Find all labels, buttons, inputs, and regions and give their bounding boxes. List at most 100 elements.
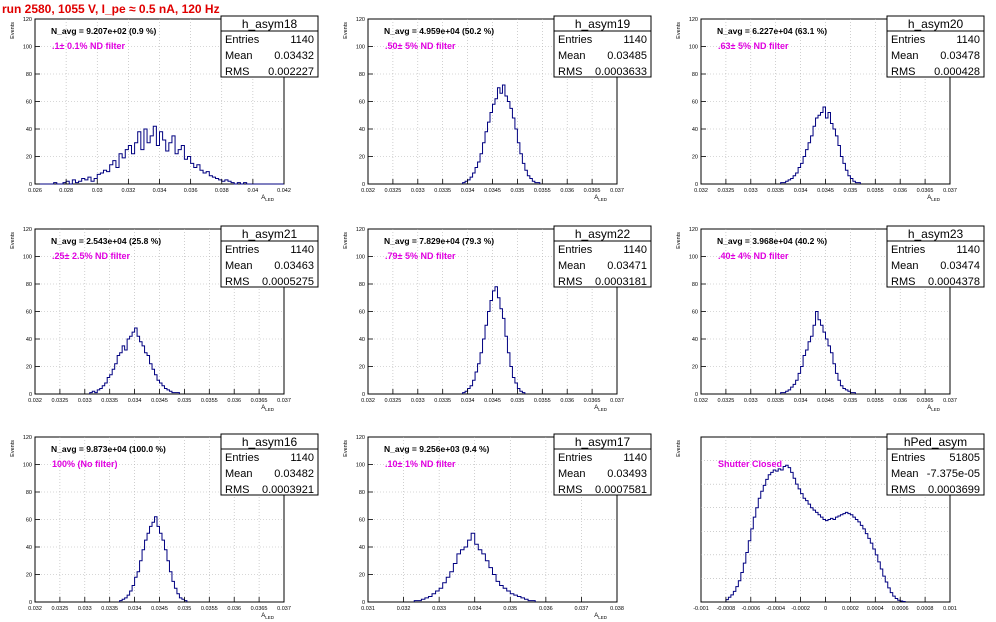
stats-value: -7.375e-05 (927, 468, 980, 480)
y-tick-label: 80 (26, 282, 32, 288)
x-tick-label: 0.037 (943, 398, 957, 404)
x-tick-label: 0.0365 (917, 188, 934, 194)
filter-annotation: .50± 5% ND filter (385, 41, 456, 51)
x-tick-label: 0.032 (397, 606, 411, 612)
x-tick-label: 0.036 (893, 188, 907, 194)
stats-box (220, 225, 319, 288)
stats-key: Entries (891, 244, 926, 256)
y-tick-label: 20 (359, 155, 365, 161)
stats-key: Entries (225, 34, 260, 46)
x-axis-label: ALED (594, 405, 608, 412)
stats-value: 0.03471 (607, 260, 647, 272)
x-tick-label: 0.035 (178, 606, 192, 612)
stats-box (553, 433, 652, 496)
x-tick-label: 0.037 (943, 188, 957, 194)
histogram-panel-h_asym22: 0.032 0.0325 0.033 0.0335 0.034 0.0345 0.035 0.… (343, 225, 652, 412)
x-tick-label: 0.033 (411, 398, 425, 404)
y-tick-label: 80 (26, 72, 32, 78)
x-tick-label: 0.0325 (384, 188, 401, 194)
x-tick-label: 0.035 (511, 398, 525, 404)
histogram-title: h_asym22 (575, 227, 631, 241)
y-tick-label: 0 (695, 392, 698, 398)
run-title: run 2580, 1055 V, I_pe ≈ 0.5 nA, 120 Hz (2, 2, 220, 16)
histogram-panel-hPed_asym: -0.001 -0.0008 -0.0006 -0.0004 -0.0002 0 0.000… (676, 433, 985, 612)
stats-value: 51805 (949, 452, 980, 464)
x-tick-label: 0.033 (744, 188, 758, 194)
x-tick-label: 0.0355 (201, 398, 218, 404)
x-tick-label: 0.0355 (201, 606, 218, 612)
x-tick-label: 0.031 (361, 606, 375, 612)
x-axis-label-main: A (261, 613, 265, 619)
filter-annotation: .10± 1% ND filter (385, 459, 456, 469)
x-tick-label: 0.0355 (534, 188, 551, 194)
stats-value: 1140 (623, 244, 647, 256)
histogram-title: h_asym20 (908, 17, 964, 31)
stats-key: Mean (891, 50, 919, 62)
x-tick-label: 0.0325 (51, 606, 68, 612)
stats-box (220, 433, 319, 496)
x-axis-label: ALED (594, 613, 608, 620)
x-axis-label-sub: LED (598, 197, 608, 202)
x-tick-label: 0.0365 (251, 606, 268, 612)
y-tick-label: 80 (359, 282, 365, 288)
y-tick-label: 20 (26, 155, 32, 161)
x-tick-label: 0.032 (28, 606, 42, 612)
stats-box (886, 15, 985, 78)
x-axis-label-main: A (594, 195, 598, 201)
x-tick-label: 0.0355 (867, 188, 884, 194)
x-tick-label: 0.0325 (51, 398, 68, 404)
x-tick-label: 0.034 (153, 188, 167, 194)
x-tick-label: 0.037 (610, 188, 624, 194)
y-tick-label: 40 (692, 127, 698, 133)
x-axis-label-main: A (594, 405, 598, 411)
navg-label: N_avg = 9.207e+02 (0.9 %) (51, 26, 157, 36)
stats-box (220, 15, 319, 78)
y-tick-label: 40 (26, 337, 32, 343)
y-axis-label: Events (10, 232, 16, 249)
x-tick-label: 0.034 (794, 398, 808, 404)
x-axis-label: ALED (927, 405, 941, 412)
histogram-line (780, 106, 861, 184)
stats-value: 0.03474 (940, 260, 980, 272)
stats-value: 0.0007581 (595, 484, 647, 496)
y-tick-label: 40 (359, 337, 365, 343)
x-tick-label: 0.033 (78, 398, 92, 404)
x-tick-label: 0.0325 (384, 398, 401, 404)
y-axis-label: Events (676, 440, 682, 457)
stats-key: RMS (891, 484, 915, 496)
x-tick-label: 0.0365 (917, 398, 934, 404)
x-tick-label: 0.035 (511, 188, 525, 194)
x-tick-label: 0.036 (539, 606, 553, 612)
stats-key: Mean (558, 468, 586, 480)
stats-value: 0.03478 (940, 50, 980, 62)
x-tick-label: 0.0335 (434, 188, 451, 194)
y-tick-label: 100 (23, 255, 32, 261)
y-tick-label: 100 (689, 255, 698, 261)
y-axis-label: Events (343, 232, 349, 249)
stats-key: Mean (558, 260, 586, 272)
x-axis-label-main: A (261, 195, 265, 201)
x-tick-label: 0.042 (277, 188, 291, 194)
histogram-panel-h_asym17: 0.031 0.032 0.033 0.034 0.035 0.036 0.037 0.038… (343, 433, 652, 620)
stats-key: RMS (225, 276, 249, 288)
x-tick-label: 0.0345 (817, 188, 834, 194)
y-tick-label: 60 (26, 310, 32, 316)
x-tick-label: 0.033 (78, 606, 92, 612)
x-tick-label: 0.0345 (484, 398, 501, 404)
stats-box (553, 225, 652, 288)
histogram-title: hPed_asym (904, 435, 967, 449)
x-axis-label: ALED (261, 613, 275, 620)
y-tick-label: 100 (356, 463, 365, 469)
stats-value: 0.0003921 (262, 484, 314, 496)
stats-key: RMS (891, 66, 915, 78)
stats-value: 0.03493 (607, 468, 647, 480)
x-tick-label: 0.035 (844, 188, 858, 194)
y-tick-label: 120 (689, 227, 698, 233)
y-tick-label: 100 (23, 463, 32, 469)
filter-annotation: .79± 5% ND filter (385, 251, 456, 261)
filter-annotation: .40± 4% ND filter (718, 251, 789, 261)
y-axis-label: Events (10, 440, 16, 457)
y-tick-label: 40 (26, 127, 32, 133)
stats-key: Entries (558, 34, 593, 46)
